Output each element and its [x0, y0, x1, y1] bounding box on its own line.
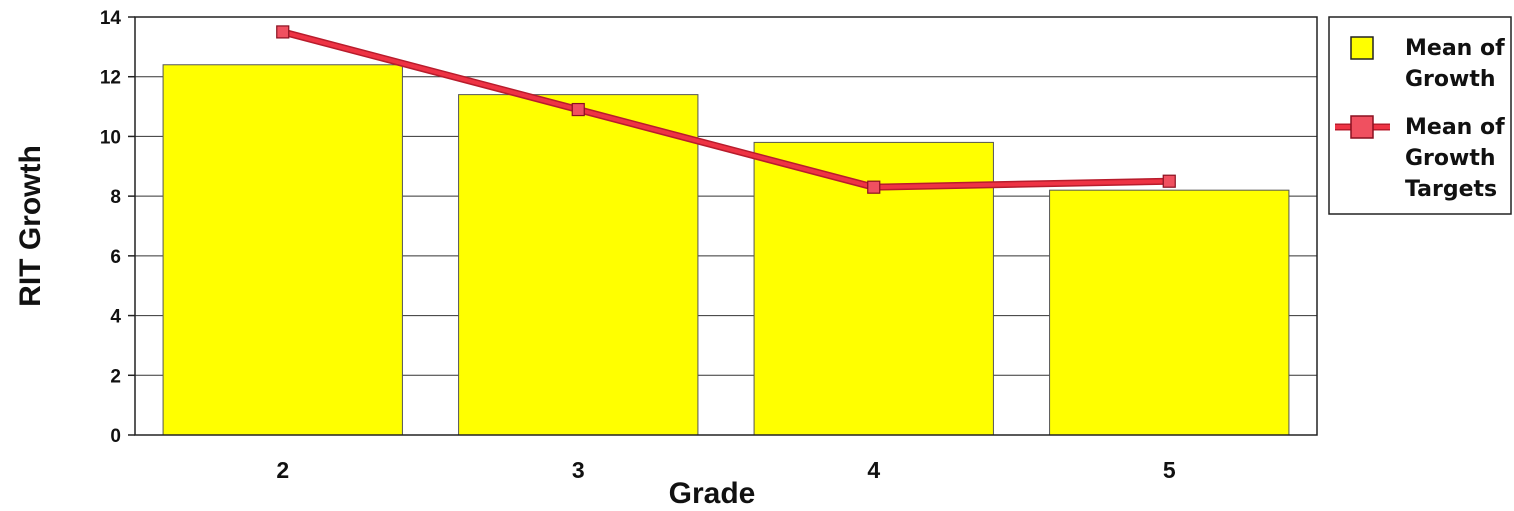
legend-swatch-growth: [1350, 36, 1374, 60]
bar-growth-grade-3: [458, 94, 699, 436]
bars: [162, 64, 1290, 436]
y-tick-label: 2: [110, 366, 121, 387]
x-tick-label: 5: [1163, 457, 1176, 483]
target-point-grade-4: [867, 180, 881, 194]
x-tick-label: 4: [867, 457, 880, 483]
legend-swatch-targets-marker: [1350, 115, 1374, 139]
legend-label-line: Growth: [1405, 146, 1496, 171]
legend-label-line: Targets: [1405, 177, 1497, 202]
x-tick-label: 3: [572, 457, 585, 483]
x-axis-title: Grade: [669, 477, 756, 510]
x-axis-ticks: 2 3 4 5: [276, 457, 1176, 483]
target-line-outline: [281, 28, 1170, 191]
target-point-grade-2: [276, 25, 290, 39]
y-tick-label: 10: [100, 127, 121, 148]
legend-label-line: Growth: [1405, 67, 1496, 92]
legend: Mean of Growth Mean of Growth Targets: [1328, 16, 1512, 215]
bar-growth-grade-2: [162, 64, 403, 436]
x-tick-label: 2: [276, 457, 289, 483]
bar-growth-grade-5: [1049, 189, 1290, 436]
y-tick-label: 6: [110, 247, 121, 268]
y-tick-label: 4: [110, 307, 121, 328]
y-tick-label: 0: [110, 426, 121, 447]
target-point-grade-5: [1162, 174, 1176, 188]
target-line: [282, 29, 1170, 190]
legend-label-line: Mean of: [1405, 115, 1505, 140]
plot-area-frame: [134, 16, 1318, 436]
target-line-series: [276, 25, 1176, 194]
y-axis-title: RIT Growth: [14, 145, 47, 307]
legend-label-line: Mean of: [1405, 36, 1505, 61]
y-tick-label: 8: [110, 187, 121, 208]
y-tick-label: 14: [100, 8, 122, 29]
target-point-grade-3: [571, 102, 585, 117]
y-tick-label: 12: [100, 68, 121, 89]
y-axis-ticks: 0 2 4 6 8 10 12 14: [100, 8, 135, 447]
